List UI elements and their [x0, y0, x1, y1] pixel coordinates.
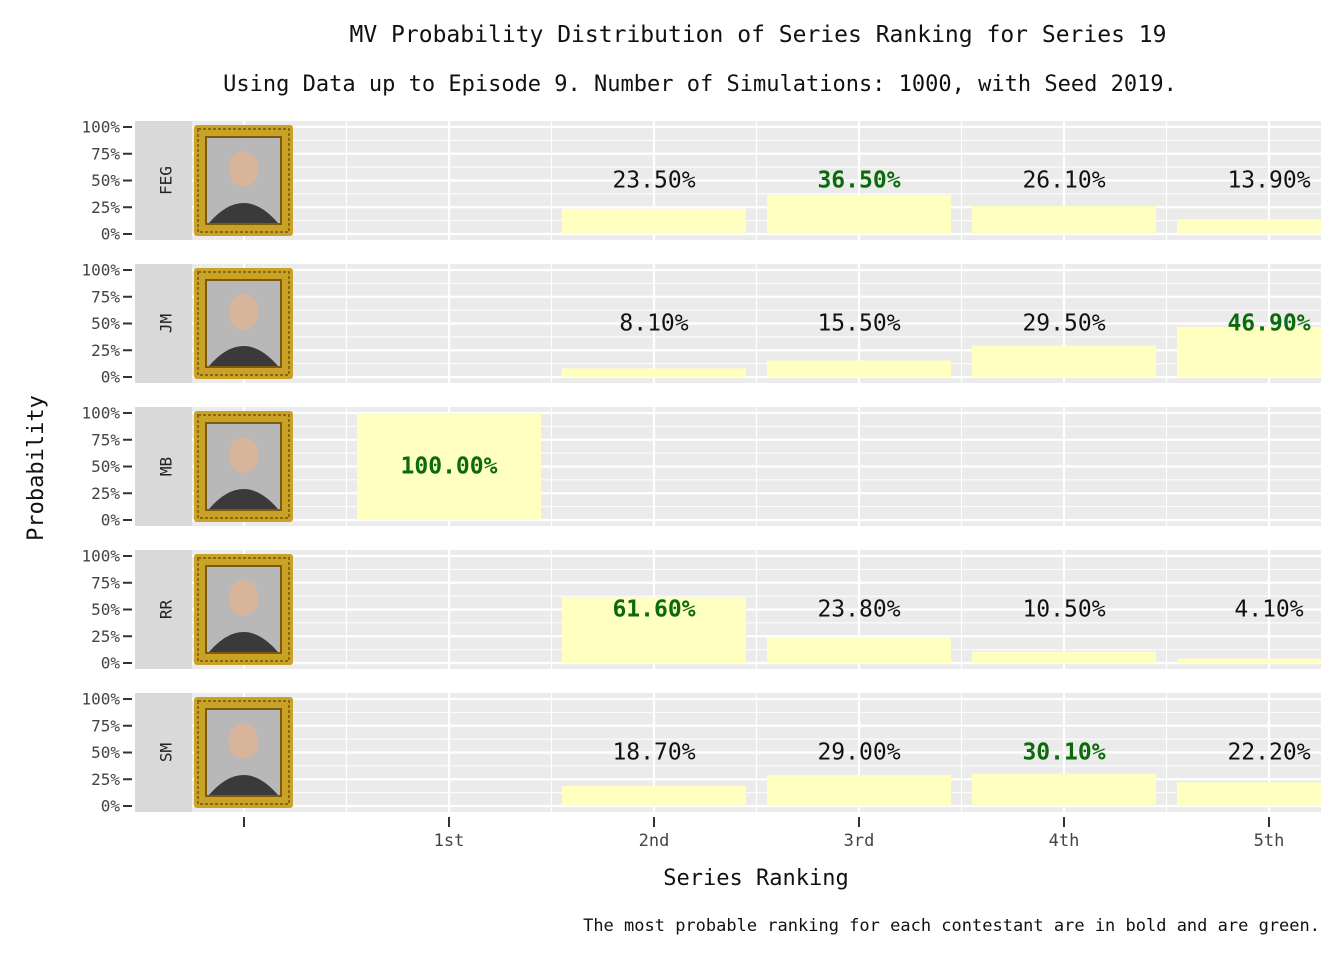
y-tick-label: 0% [101, 797, 121, 816]
y-tick-label: 50% [91, 743, 120, 762]
bar-feg-4th [972, 206, 1156, 234]
x-axis-label: Series Ranking [663, 866, 848, 891]
bar-value-label: 46.90% [1227, 311, 1310, 337]
x-axis: 1st 2nd 3rd 4th 5th [243, 817, 1285, 851]
bar-value-label: 100.00% [401, 454, 498, 480]
facet-panel-feg: FEG 100% 75% 50% 25% 0% 23.50% 36.50% 26.10% 13.9… [81, 118, 1321, 244]
bar-sm-4th [972, 773, 1156, 806]
y-tick-label: 25% [91, 484, 120, 503]
facet-panel-mb: MB 100% 75% 50% 25% 0% 100.00% [81, 404, 1321, 530]
bar-value-label: 29.50% [1022, 311, 1105, 337]
contestant-portrait [194, 125, 293, 236]
contestant-portrait [194, 697, 293, 808]
bar-jm-4th [972, 345, 1156, 377]
contestant-portrait [194, 268, 293, 379]
bar-sm-3rd [767, 774, 951, 806]
y-tick-label: 100% [81, 547, 120, 566]
bar-rr-3rd [767, 637, 951, 663]
facet-panels: FEG 100% 75% 50% 25% 0% 23.50% 36.50% 26.10% 13.9… [81, 118, 1321, 816]
x-tick-label: 3rd [844, 831, 875, 851]
y-tick-label: 75% [91, 430, 120, 449]
facet-strip [135, 121, 192, 240]
facet-label: MB [157, 457, 176, 476]
contestant-portrait [194, 411, 293, 522]
bar-value-label: 26.10% [1022, 168, 1105, 194]
facet-strip [135, 264, 192, 383]
y-tick-label: 25% [91, 198, 120, 217]
bar-value-label: 8.10% [619, 311, 688, 337]
facet-panel-sm: SM 100% 75% 50% 25% 0% 18.70% 29.00% 30.10% 22.20… [81, 690, 1321, 816]
y-tick-label: 0% [101, 511, 121, 530]
bar-value-label: 36.50% [817, 168, 900, 194]
y-axis-label: Probability [24, 395, 49, 541]
y-tick-label: 25% [91, 341, 120, 360]
bar-rr-5th [1177, 658, 1321, 663]
y-tick-label: 100% [81, 261, 120, 280]
bar-value-label: 29.00% [817, 740, 900, 766]
chart-caption: The most probable ranking for each conte… [583, 916, 1320, 936]
facet-label: SM [157, 743, 176, 762]
bar-value-label: 23.50% [612, 168, 695, 194]
bar-value-label: 13.90% [1227, 168, 1310, 194]
bar-value-label: 23.80% [817, 597, 900, 623]
y-tick-label: 100% [81, 690, 120, 709]
bar-rr-4th [972, 651, 1156, 663]
bar-jm-5th [1177, 326, 1321, 377]
bar-value-label: 15.50% [817, 311, 900, 337]
facet-panel-rr: RR 100% 75% 50% 25% 0% 61.60% 23.80% 10.50% 4.10% [81, 547, 1321, 673]
y-tick-label: 25% [91, 770, 120, 789]
bar-feg-2nd [562, 208, 746, 234]
y-tick-label: 50% [91, 600, 120, 619]
x-tick-label: 2nd [639, 831, 670, 851]
y-tick-label: 100% [81, 118, 120, 137]
facet-label: RR [157, 600, 176, 620]
bar-rr-2nd [562, 597, 746, 663]
bar-value-label: 30.10% [1022, 740, 1105, 766]
y-tick-label: 75% [91, 144, 120, 163]
y-tick-label: 50% [91, 171, 120, 190]
facet-strip [135, 550, 192, 669]
y-tick-label: 100% [81, 404, 120, 423]
bar-jm-2nd [562, 368, 746, 377]
facet-label: JM [157, 314, 176, 333]
bar-mb-1st [357, 413, 541, 520]
y-tick-label: 50% [91, 314, 120, 333]
bar-value-label: 4.10% [1234, 597, 1303, 623]
bar-value-label: 10.50% [1022, 597, 1105, 623]
bar-feg-5th [1177, 219, 1321, 234]
chart-title: MV Probability Distribution of Series Ra… [350, 22, 1167, 48]
y-tick-label: 0% [101, 654, 121, 673]
x-tick-label: 4th [1049, 831, 1080, 851]
bar-feg-3rd [767, 194, 951, 234]
y-tick-label: 50% [91, 457, 120, 476]
chart-subtitle: Using Data up to Episode 9. Number of Si… [223, 72, 1177, 97]
y-tick-label: 25% [91, 627, 120, 646]
bar-value-label: 61.60% [612, 597, 695, 623]
facet-strip [135, 693, 192, 812]
bar-sm-5th [1177, 782, 1321, 806]
facet-label: FEG [157, 166, 176, 195]
bar-value-label: 18.70% [612, 740, 695, 766]
facet-panel-jm: JM 100% 75% 50% 25% 0% 8.10% 15.50% 29.50% 46.90% [81, 261, 1321, 387]
contestant-portrait [194, 554, 293, 665]
y-tick-label: 0% [101, 368, 121, 387]
bar-sm-2nd [562, 785, 746, 806]
y-tick-label: 75% [91, 716, 120, 735]
x-tick-label: 1st [434, 831, 465, 851]
bar-value-label: 22.20% [1227, 740, 1310, 766]
facet-strip [135, 407, 192, 526]
bar-jm-3rd [767, 360, 951, 377]
y-tick-label: 0% [101, 225, 121, 244]
y-tick-label: 75% [91, 573, 120, 592]
y-tick-label: 75% [91, 287, 120, 306]
x-tick-label: 5th [1254, 831, 1285, 851]
